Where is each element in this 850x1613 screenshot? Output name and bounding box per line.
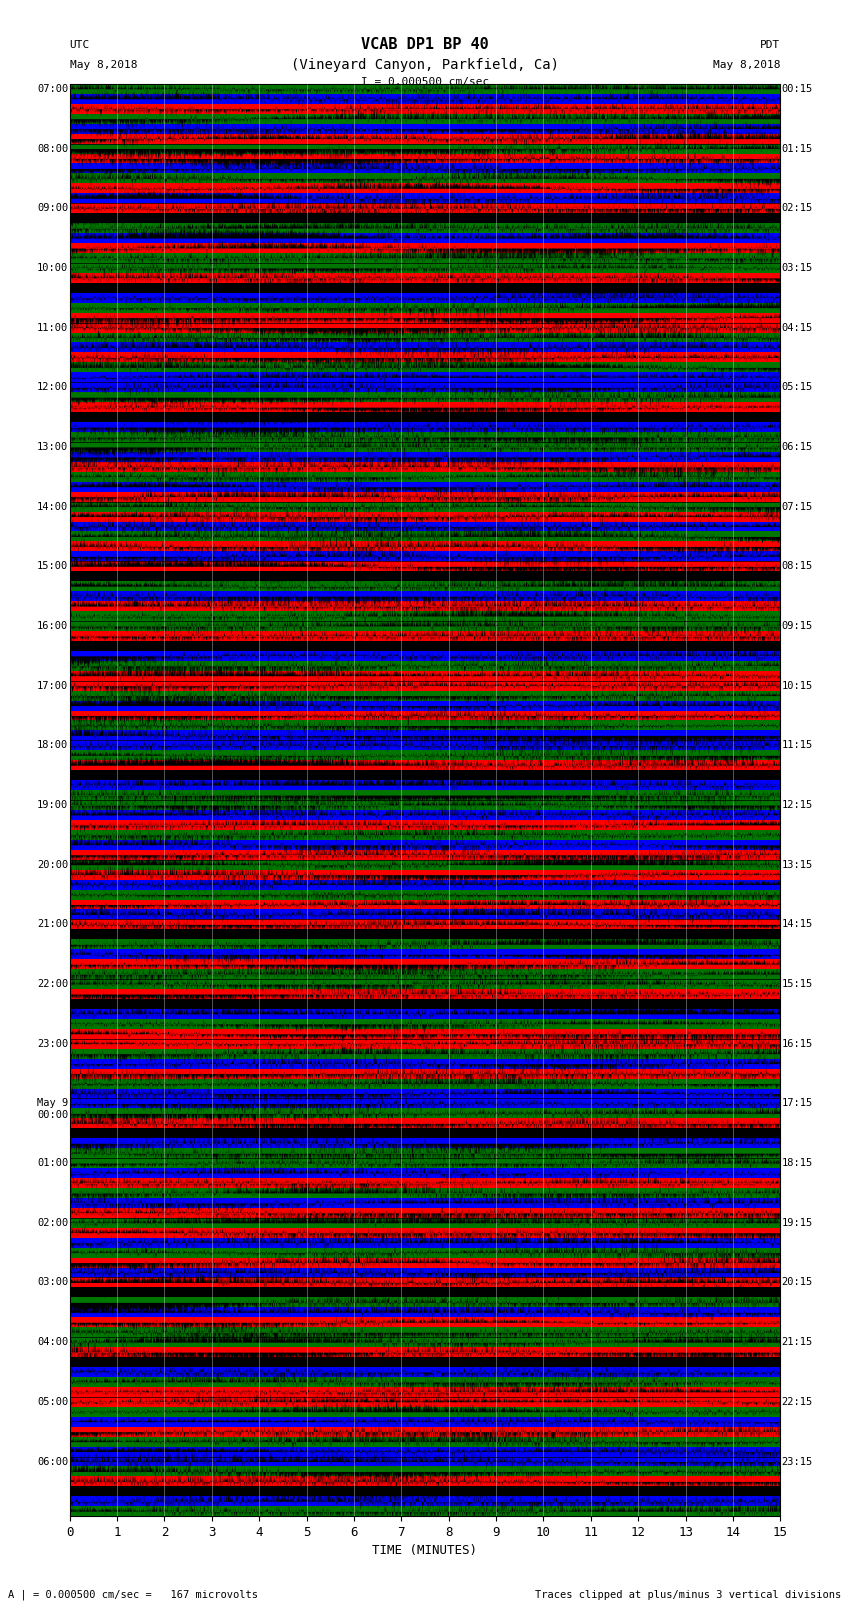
Text: 01:00: 01:00 [37,1158,68,1168]
Text: 11:15: 11:15 [782,740,813,750]
Text: May 8,2018: May 8,2018 [70,60,137,69]
Text: 14:15: 14:15 [782,919,813,929]
Text: A | = 0.000500 cm/sec =   167 microvolts: A | = 0.000500 cm/sec = 167 microvolts [8,1589,258,1600]
Text: 06:15: 06:15 [782,442,813,452]
Text: 15:15: 15:15 [782,979,813,989]
Text: 13:00: 13:00 [37,442,68,452]
Text: 08:00: 08:00 [37,144,68,153]
Text: 21:00: 21:00 [37,919,68,929]
Text: 03:00: 03:00 [37,1277,68,1287]
Text: 09:15: 09:15 [782,621,813,631]
Text: 17:00: 17:00 [37,681,68,690]
Text: UTC: UTC [70,40,90,50]
Text: 15:00: 15:00 [37,561,68,571]
Text: May 9
00:00: May 9 00:00 [37,1098,68,1119]
Text: 00:15: 00:15 [782,84,813,94]
Text: 19:00: 19:00 [37,800,68,810]
Text: 07:15: 07:15 [782,502,813,511]
Text: 05:15: 05:15 [782,382,813,392]
Text: PDT: PDT [760,40,780,50]
Text: 08:15: 08:15 [782,561,813,571]
Text: Traces clipped at plus/minus 3 vertical divisions: Traces clipped at plus/minus 3 vertical … [536,1590,842,1600]
Text: 23:15: 23:15 [782,1457,813,1466]
Text: May 8,2018: May 8,2018 [713,60,780,69]
Text: (Vineyard Canyon, Parkfield, Ca): (Vineyard Canyon, Parkfield, Ca) [291,58,559,73]
Text: 14:00: 14:00 [37,502,68,511]
Text: VCAB DP1 BP 40: VCAB DP1 BP 40 [361,37,489,52]
Text: I = 0.000500 cm/sec: I = 0.000500 cm/sec [361,77,489,87]
Text: 04:15: 04:15 [782,323,813,332]
Text: 17:15: 17:15 [782,1098,813,1108]
Text: 23:00: 23:00 [37,1039,68,1048]
Text: 11:00: 11:00 [37,323,68,332]
Text: 02:00: 02:00 [37,1218,68,1227]
Text: 10:15: 10:15 [782,681,813,690]
Text: 19:15: 19:15 [782,1218,813,1227]
Text: 13:15: 13:15 [782,860,813,869]
Text: 10:00: 10:00 [37,263,68,273]
Text: 16:00: 16:00 [37,621,68,631]
Text: 03:15: 03:15 [782,263,813,273]
X-axis label: TIME (MINUTES): TIME (MINUTES) [372,1545,478,1558]
Text: 22:00: 22:00 [37,979,68,989]
Text: 20:15: 20:15 [782,1277,813,1287]
Text: 05:00: 05:00 [37,1397,68,1407]
Text: 09:00: 09:00 [37,203,68,213]
Text: 02:15: 02:15 [782,203,813,213]
Text: 04:00: 04:00 [37,1337,68,1347]
Text: 01:15: 01:15 [782,144,813,153]
Text: 20:00: 20:00 [37,860,68,869]
Text: 12:15: 12:15 [782,800,813,810]
Text: 06:00: 06:00 [37,1457,68,1466]
Text: 22:15: 22:15 [782,1397,813,1407]
Text: 07:00: 07:00 [37,84,68,94]
Text: 12:00: 12:00 [37,382,68,392]
Text: 18:15: 18:15 [782,1158,813,1168]
Text: 16:15: 16:15 [782,1039,813,1048]
Text: 21:15: 21:15 [782,1337,813,1347]
Text: 18:00: 18:00 [37,740,68,750]
